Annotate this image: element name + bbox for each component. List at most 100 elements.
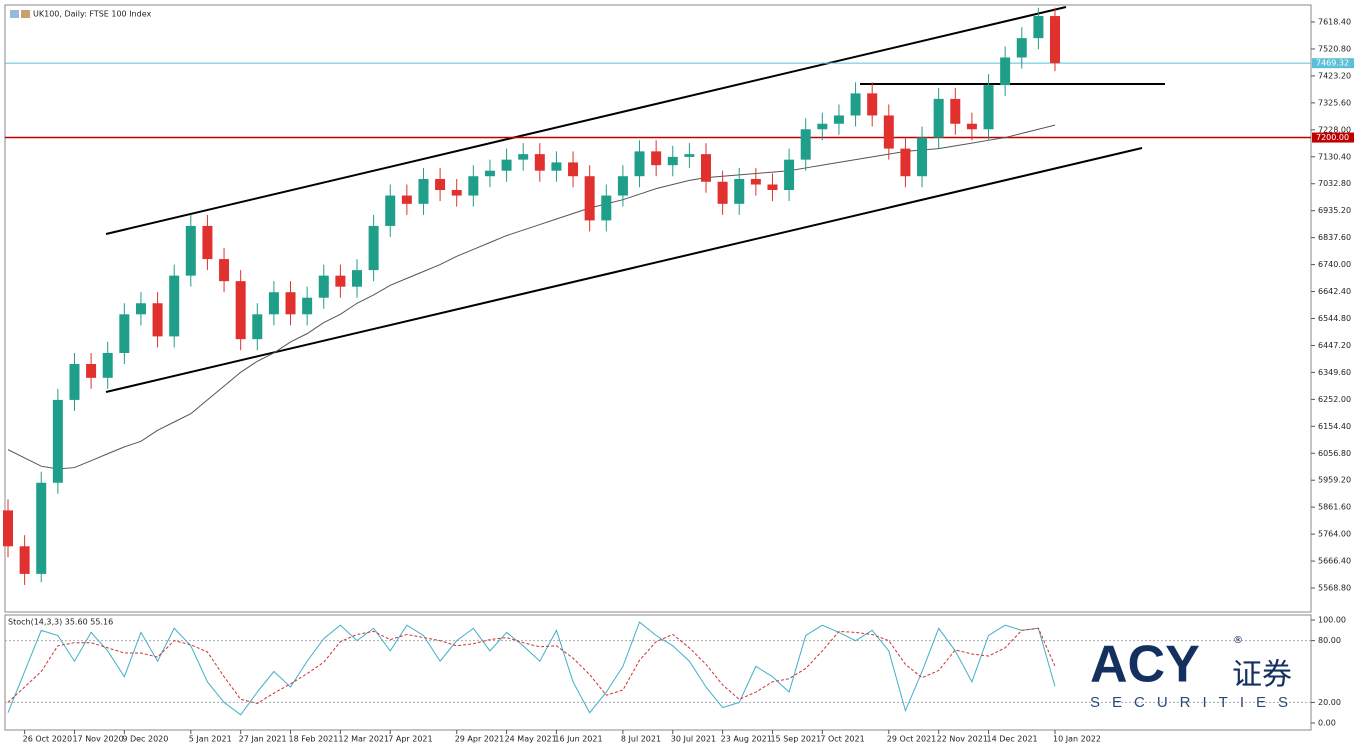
candle-body bbox=[202, 225, 213, 260]
x-tick-label: 29 Apr 2021 bbox=[455, 735, 504, 744]
y-tick-label: 6837.60 bbox=[1318, 233, 1351, 242]
y-tick-label: 7423.20 bbox=[1318, 71, 1351, 80]
candle-body bbox=[19, 546, 30, 574]
candle-body bbox=[69, 364, 80, 400]
x-tick-label: 7 Apr 2021 bbox=[388, 735, 432, 744]
x-tick-label: 24 May 2021 bbox=[505, 735, 557, 744]
candle-body bbox=[767, 184, 778, 191]
candle-body bbox=[850, 93, 861, 116]
x-tick-label: 16 Jun 2021 bbox=[554, 735, 602, 744]
y-tick-label: 5666.40 bbox=[1318, 557, 1351, 566]
candle-body bbox=[617, 176, 628, 196]
candle-body bbox=[784, 159, 795, 191]
x-tick-label: 18 Feb 2021 bbox=[289, 735, 339, 744]
moving-average bbox=[7, 124, 1056, 470]
candle-body bbox=[917, 137, 928, 177]
price-panel bbox=[4, 4, 1312, 613]
candle-body bbox=[484, 170, 495, 177]
candle-body bbox=[667, 156, 678, 166]
candle-body bbox=[169, 275, 180, 337]
candle-body bbox=[701, 154, 711, 182]
price-label: 7469.32 bbox=[1316, 59, 1349, 68]
candle-body bbox=[1016, 38, 1027, 58]
candle-body bbox=[451, 190, 462, 196]
y-tick-label: 5764.00 bbox=[1318, 530, 1351, 539]
y-tick-label: 7618.40 bbox=[1318, 18, 1351, 27]
logo-brand: ACY bbox=[1090, 636, 1200, 694]
y-tick-label: 5568.80 bbox=[1318, 584, 1351, 593]
candle-body bbox=[135, 303, 146, 315]
candle-body bbox=[268, 292, 279, 315]
candle-body bbox=[501, 159, 512, 171]
candle-body bbox=[800, 129, 811, 160]
x-tick-label: 12 Mar 2021 bbox=[338, 735, 389, 744]
stoch-panel bbox=[4, 614, 1312, 731]
x-tick-label: 10 Jan 2022 bbox=[1053, 735, 1101, 744]
y-tick-label: 6252.00 bbox=[1318, 395, 1351, 404]
candle-body bbox=[368, 225, 379, 271]
price-label: 7200.00 bbox=[1316, 133, 1349, 142]
candle-body bbox=[185, 225, 196, 276]
price-label-box bbox=[1312, 132, 1354, 143]
y-tick-label: 20.00 bbox=[1318, 698, 1341, 707]
candle-body bbox=[568, 162, 579, 177]
candle-body bbox=[518, 154, 529, 160]
candle-body bbox=[684, 154, 695, 157]
channel-lower bbox=[105, 147, 1143, 393]
logo-reg: ® bbox=[1233, 635, 1243, 646]
y-tick-label: 6935.20 bbox=[1318, 206, 1351, 215]
candle-body bbox=[302, 297, 313, 315]
x-tick-label: 9 Dec 2020 bbox=[122, 735, 168, 744]
candle-body bbox=[252, 314, 263, 340]
stoch-k bbox=[7, 621, 1056, 716]
window-icon bbox=[21, 10, 30, 18]
candle-body bbox=[750, 178, 761, 185]
candle-body bbox=[435, 178, 446, 191]
candle-body bbox=[983, 85, 994, 130]
candle-body bbox=[900, 148, 911, 177]
x-tick-label: 30 Jul 2021 bbox=[671, 735, 716, 744]
window-icon bbox=[10, 10, 19, 18]
y-tick-label: 6544.80 bbox=[1318, 314, 1351, 323]
candle-body bbox=[867, 93, 878, 116]
candle-body bbox=[584, 176, 595, 221]
logo-cn: 证券 bbox=[1232, 658, 1292, 693]
x-tick-label: 29 Oct 2021 bbox=[887, 735, 936, 744]
candle-body bbox=[102, 352, 113, 378]
y-tick-label: 80.00 bbox=[1318, 636, 1341, 645]
y-tick-label: 5959.20 bbox=[1318, 476, 1351, 485]
trend-lines bbox=[105, 6, 1165, 393]
y-tick-label: 6056.80 bbox=[1318, 449, 1351, 458]
candle-body bbox=[219, 259, 230, 282]
channel-upper bbox=[105, 6, 1067, 235]
y-tick-label: 100.00 bbox=[1318, 616, 1346, 625]
stoch-d bbox=[7, 627, 1056, 704]
x-tick-label: 5 Jan 2021 bbox=[189, 735, 232, 744]
x-tick-label: 8 Jul 2021 bbox=[621, 735, 661, 744]
candle-body bbox=[52, 399, 63, 483]
x-tick-label: 14 Dec 2021 bbox=[987, 735, 1038, 744]
x-tick-label: 26 Oct 2020 bbox=[23, 735, 72, 744]
candle-body bbox=[418, 178, 429, 204]
candle-body bbox=[152, 303, 163, 337]
logo: ACY 证券 ® SECURITIES bbox=[1090, 635, 1292, 711]
candle-body bbox=[1033, 16, 1044, 39]
candle-body bbox=[385, 195, 396, 226]
candle-body bbox=[551, 162, 562, 171]
candle-body bbox=[601, 195, 612, 221]
y-tick-label: 6642.40 bbox=[1318, 287, 1351, 296]
candle-body bbox=[833, 115, 844, 124]
candle-body bbox=[883, 115, 894, 149]
candle-body bbox=[468, 176, 479, 196]
candle-body bbox=[734, 178, 745, 204]
candle-body bbox=[86, 364, 97, 378]
candle-body bbox=[534, 154, 545, 171]
candle-body bbox=[285, 292, 296, 315]
stoch-title: Stoch(14,3,3) 35.60 55.16 bbox=[8, 618, 113, 627]
candle-body bbox=[1000, 57, 1011, 86]
candle-body bbox=[318, 275, 329, 298]
candle-body bbox=[119, 314, 130, 353]
x-tick-label: 23 Aug 2021 bbox=[721, 735, 772, 744]
